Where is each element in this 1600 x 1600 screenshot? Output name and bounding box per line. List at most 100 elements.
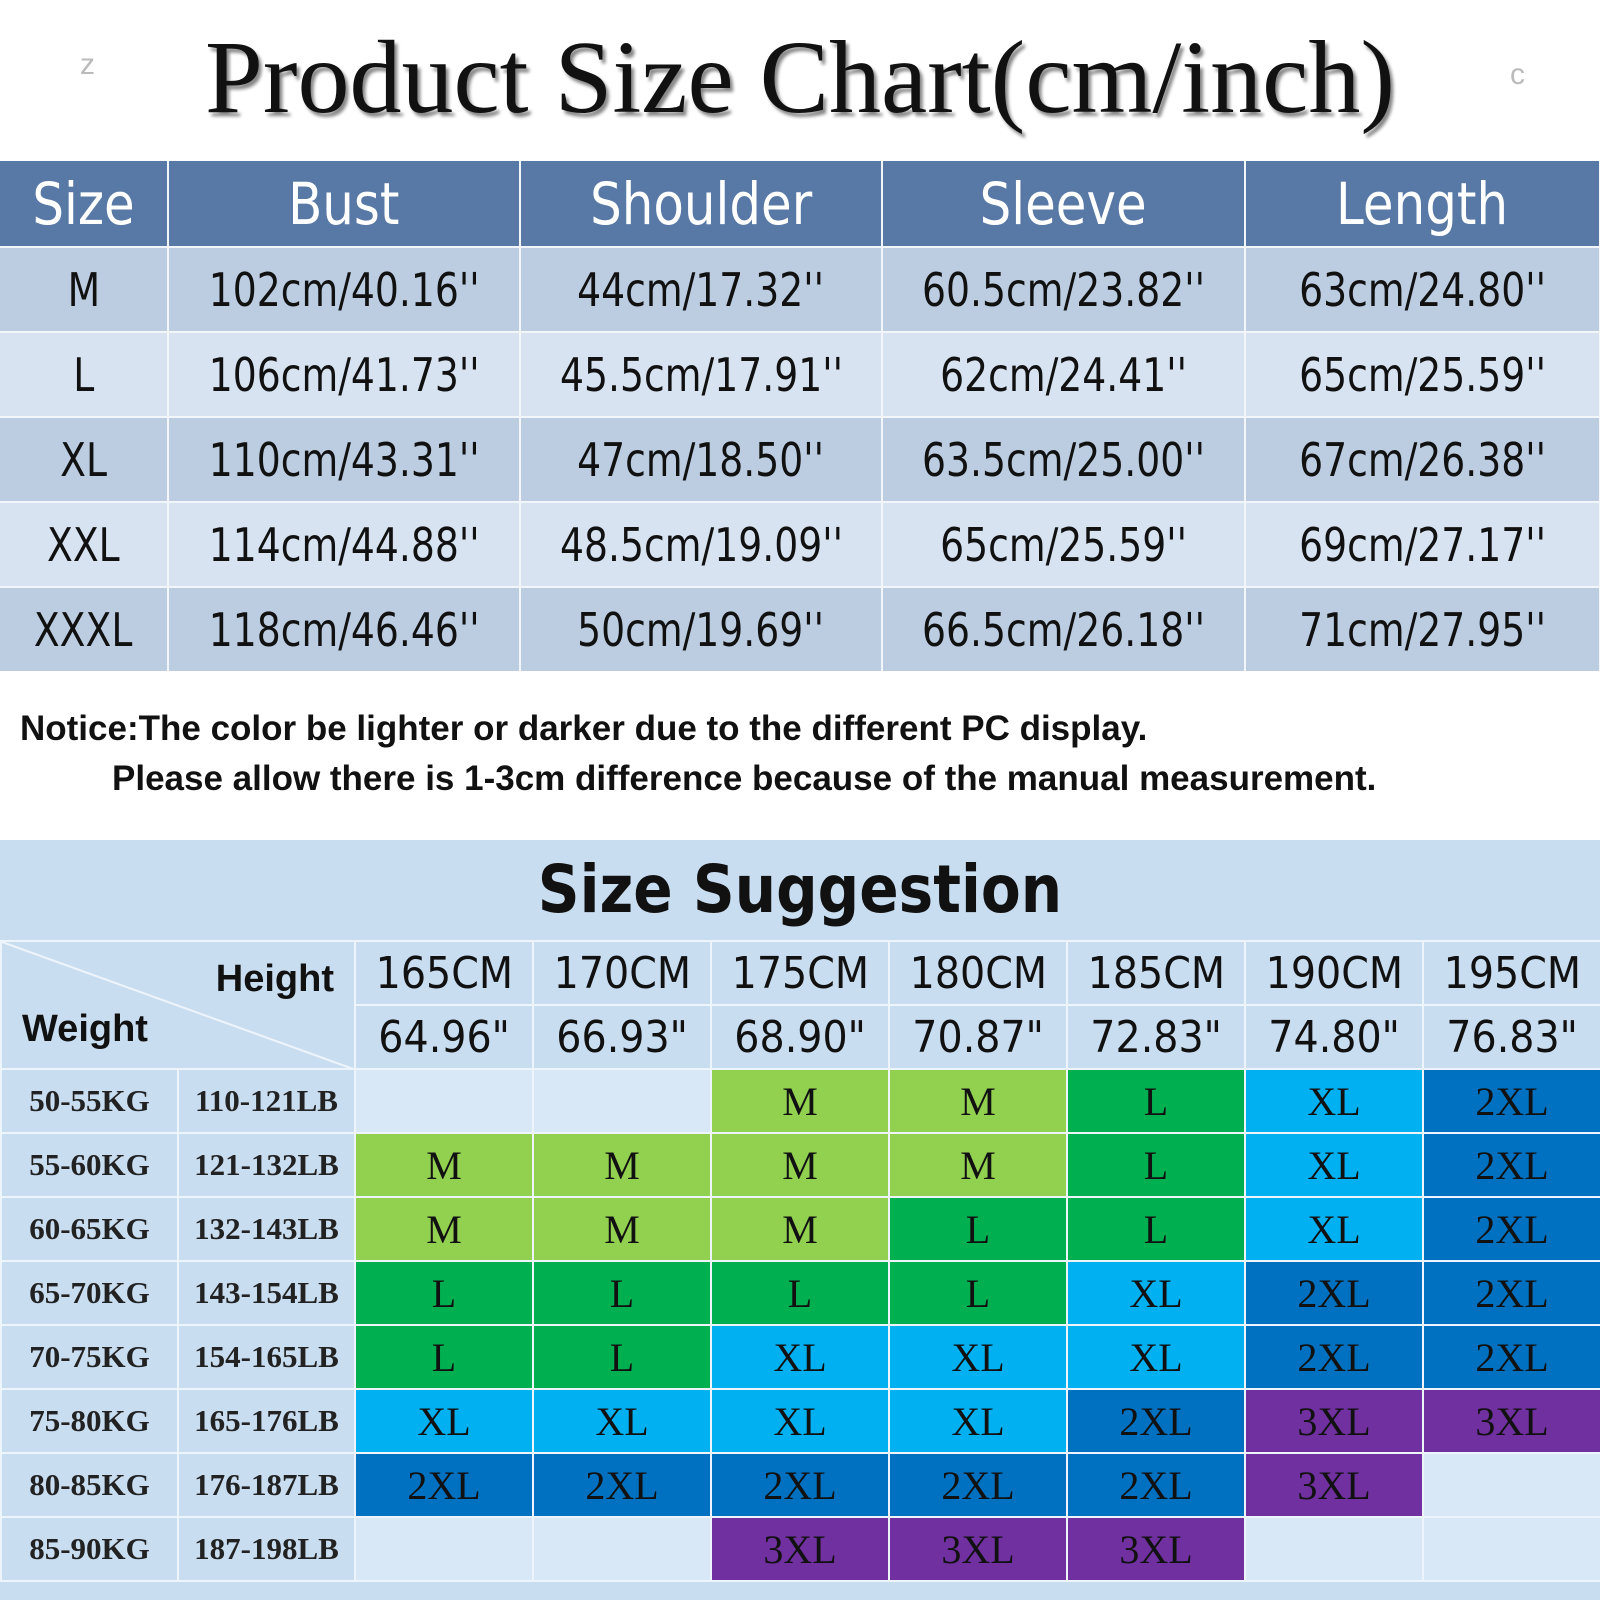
suggested-size-cell: 2XL bbox=[1422, 1132, 1600, 1198]
suggested-size-cell: 3XL bbox=[1244, 1388, 1424, 1454]
empty-size-cell bbox=[1422, 1452, 1600, 1518]
weight-lb-cell: 132-143LB bbox=[177, 1196, 356, 1262]
height-cm-cell: 185CM bbox=[1066, 940, 1246, 1006]
weight-row: 70-75KG 154-165LB L L XL XL XL 2XL 2XL bbox=[0, 1324, 1600, 1390]
measurement-cell: 63.5cm/25.00'' bbox=[882, 416, 1246, 502]
suggested-size-cell: XL bbox=[1244, 1132, 1424, 1198]
weight-kg-cell: 75-80KG bbox=[0, 1388, 179, 1454]
size-suggestion-panel: Size Suggestion Height Weight 165CM 170CM… bbox=[0, 840, 1600, 1600]
suggested-size-cell: 2XL bbox=[888, 1452, 1068, 1518]
weight-lb-cell: 154-165LB bbox=[177, 1324, 356, 1390]
weight-row: 80-85KG 176-187LB 2XL 2XL 2XL 2XL 2XL 3XL bbox=[0, 1452, 1600, 1518]
suggested-size-cell: M bbox=[710, 1132, 890, 1198]
height-inch-cell: 74.80" bbox=[1244, 1004, 1424, 1070]
weight-row: 60-65KG 132-143LB M M M L L XL 2XL bbox=[0, 1196, 1600, 1262]
suggested-size-cell: 3XL bbox=[888, 1516, 1068, 1582]
size-label-cell: XXXL bbox=[0, 586, 169, 671]
weight-lb-cell: 143-154LB bbox=[177, 1260, 356, 1326]
weight-lb-cell: 110-121LB bbox=[177, 1068, 356, 1134]
suggested-size-cell: M bbox=[354, 1132, 534, 1198]
size-chart-row: L 106cm/41.73'' 45.5cm/17.91'' 62cm/24.41''… bbox=[0, 331, 1600, 417]
weight-lb-cell: 165-176LB bbox=[177, 1388, 356, 1454]
height-cm-cell: 170CM bbox=[532, 940, 712, 1006]
weight-lb-cell: 121-132LB bbox=[177, 1132, 356, 1198]
height-inch-cell: 66.93" bbox=[532, 1004, 712, 1070]
weight-kg-cell: 55-60KG bbox=[0, 1132, 179, 1198]
corner-mark-right: c bbox=[1510, 58, 1525, 91]
size-chart-header-row: Size Bust Shoulder Sleeve Length bbox=[0, 161, 1600, 247]
measurement-cell: 65cm/25.59'' bbox=[882, 501, 1246, 587]
suggested-size-cell: XL bbox=[1066, 1324, 1246, 1390]
suggested-size-cell: 2XL bbox=[710, 1452, 890, 1518]
size-chart-row: XXXL 118cm/46.46'' 50cm/19.69'' 66.5cm/26.1… bbox=[0, 586, 1600, 671]
size-chart-table: Size Bust Shoulder Sleeve Length M 102cm/… bbox=[0, 161, 1600, 671]
size-suggestion-table: Height Weight 165CM 170CM 175CM 180CM 185CM 1… bbox=[0, 940, 1600, 1582]
suggested-size-cell: M bbox=[354, 1196, 534, 1262]
suggested-size-cell: XL bbox=[532, 1388, 712, 1454]
measurement-cell: 47cm/18.50'' bbox=[520, 416, 883, 502]
weight-label: Weight bbox=[22, 1008, 148, 1050]
measurement-cell: 48.5cm/19.09'' bbox=[520, 501, 883, 587]
measurement-cell: 45.5cm/17.91'' bbox=[520, 331, 883, 417]
suggested-size-cell: M bbox=[888, 1132, 1068, 1198]
suggested-size-cell: 2XL bbox=[354, 1452, 534, 1518]
size-chart-row: M 102cm/40.16'' 44cm/17.32'' 60.5cm/23.82''… bbox=[0, 246, 1600, 332]
suggested-size-cell: 2XL bbox=[1422, 1068, 1600, 1134]
height-cm-row: Height Weight 165CM 170CM 175CM 180CM 185CM 1… bbox=[0, 940, 1600, 1070]
measurement-cell: 69cm/27.17'' bbox=[1245, 501, 1600, 587]
height-inch-cell: 64.96" bbox=[354, 1004, 534, 1070]
height-in-row: 64.96" 66.93" 68.90" 70.87" 72.83" 74.80" 76.8… bbox=[1, 1004, 1600, 1070]
measurement-cell: 62cm/24.41'' bbox=[882, 331, 1246, 417]
height-cm-cell: 180CM bbox=[888, 940, 1068, 1006]
suggested-size-cell: L bbox=[532, 1324, 712, 1390]
suggested-size-cell: L bbox=[354, 1260, 534, 1326]
measurement-cell: 114cm/44.88'' bbox=[168, 501, 521, 587]
measurement-cell: 106cm/41.73'' bbox=[168, 331, 521, 417]
size-chart-header: Sleeve bbox=[882, 161, 1246, 247]
size-chart-header: Shoulder bbox=[520, 161, 883, 247]
size-chart-header: Length bbox=[1245, 161, 1600, 247]
weight-kg-cell: 60-65KG bbox=[0, 1196, 179, 1262]
suggested-size-cell: 2XL bbox=[1066, 1388, 1246, 1454]
height-cm-cell: 175CM bbox=[710, 940, 890, 1006]
suggested-size-cell: 2XL bbox=[1422, 1260, 1600, 1326]
suggested-size-cell: M bbox=[532, 1196, 712, 1262]
measurement-cell: 71cm/27.95'' bbox=[1245, 586, 1600, 671]
weight-kg-cell: 50-55KG bbox=[0, 1068, 179, 1134]
corner-diagonal bbox=[2, 942, 356, 1070]
empty-size-cell bbox=[532, 1516, 712, 1582]
weight-row: 75-80KG 165-176LB XL XL XL XL 2XL 3XL 3XL bbox=[0, 1388, 1600, 1454]
suggested-size-cell: XL bbox=[1066, 1260, 1246, 1326]
height-inch-cell: 68.90" bbox=[710, 1004, 890, 1070]
suggested-size-cell: XL bbox=[710, 1324, 890, 1390]
size-label-cell: L bbox=[0, 331, 169, 417]
measurement-cell: 50cm/19.69'' bbox=[520, 586, 883, 671]
weight-row: 85-90KG 187-198LB 3XL 3XL 3XL bbox=[0, 1516, 1600, 1582]
size-chart-row: XL 110cm/43.31'' 47cm/18.50'' 63.5cm/25.00'… bbox=[0, 416, 1600, 502]
weight-lb-cell: 176-187LB bbox=[177, 1452, 356, 1518]
suggested-size-cell: M bbox=[888, 1068, 1068, 1134]
suggested-size-cell: 2XL bbox=[1244, 1260, 1424, 1326]
suggested-size-cell: 2XL bbox=[1422, 1324, 1600, 1390]
empty-size-cell bbox=[1422, 1516, 1600, 1582]
suggested-size-cell: XL bbox=[888, 1324, 1068, 1390]
height-weight-corner: Height Weight bbox=[0, 940, 356, 1070]
suggested-size-cell: 2XL bbox=[1422, 1196, 1600, 1262]
empty-size-cell bbox=[354, 1068, 534, 1134]
height-cm-cell: 190CM bbox=[1244, 940, 1424, 1006]
suggested-size-cell: XL bbox=[888, 1388, 1068, 1454]
empty-size-cell bbox=[1244, 1516, 1424, 1582]
suggested-size-cell: M bbox=[710, 1196, 890, 1262]
height-inch-cell: 72.83" bbox=[1066, 1004, 1246, 1070]
suggested-size-cell: L bbox=[354, 1324, 534, 1390]
suggested-size-cell: L bbox=[888, 1196, 1068, 1262]
suggested-size-cell: M bbox=[710, 1068, 890, 1134]
suggested-size-cell: 2XL bbox=[1066, 1452, 1246, 1518]
notice-line-1: Notice:The color be lighter or darker du… bbox=[20, 709, 1148, 748]
suggested-size-cell: L bbox=[532, 1260, 712, 1326]
measurement-cell: 102cm/40.16'' bbox=[168, 246, 521, 332]
height-inch-cell: 70.87" bbox=[888, 1004, 1068, 1070]
corner-mark-left: z bbox=[80, 48, 95, 81]
height-label: Height bbox=[215, 958, 334, 1000]
size-label-cell: XXL bbox=[0, 501, 169, 587]
